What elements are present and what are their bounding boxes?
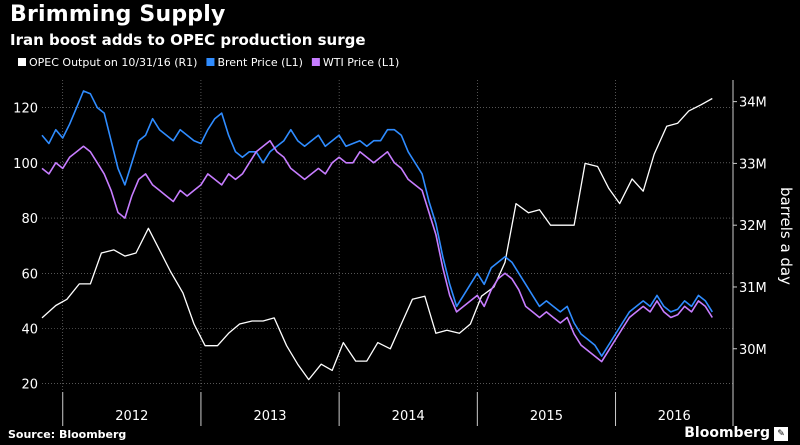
axes: 20 40 60 80 100 120 2012 2013 2014 2015 2016 30M 31M… (13, 80, 795, 426)
y-left-tick-label: 40 (21, 322, 38, 337)
y-left-tick-label: 100 (13, 157, 38, 172)
brand-icon: ✎ (774, 427, 788, 441)
series-line-wti (41, 139, 713, 363)
legend-label: Brent Price (L1) (217, 56, 302, 69)
x-year-label: 2015 (530, 409, 563, 424)
source-note: Source: Bloomberg (8, 428, 127, 441)
y-left-tick-label: 120 (13, 102, 38, 117)
y-right-tick-label: 32M (739, 219, 767, 234)
x-year-label: 2014 (392, 409, 425, 424)
y-right-tick-label: 34M (739, 96, 767, 111)
legend-swatch (311, 58, 320, 66)
legend-swatch (206, 58, 215, 66)
legend-swatch (18, 58, 26, 66)
chart-title: Brimming Supply (10, 2, 226, 27)
y-right-tick-label: 33M (739, 157, 767, 172)
y-right-axis-title: barrels a day (777, 187, 795, 285)
series-group (41, 90, 713, 381)
series-line-opec (41, 97, 713, 381)
legend: OPEC Output on 10/31/16 (R1) Brent Price … (18, 56, 399, 69)
brand-logo: Bloomberg (684, 425, 770, 441)
y-left-tick-label: 80 (21, 212, 38, 227)
legend-label: WTI Price (L1) (323, 56, 399, 69)
y-right-tick-label: 30M (739, 343, 767, 358)
chart-subtitle: Iran boost adds to OPEC production surge (10, 31, 366, 49)
series-line-brent (41, 90, 713, 357)
x-year-label: 2012 (115, 409, 148, 424)
x-year-label: 2016 (658, 409, 691, 424)
y-left-tick-label: 60 (21, 267, 38, 282)
y-left-tick-label: 20 (21, 378, 38, 393)
grid-lines (42, 80, 733, 392)
y-right-tick-label: 31M (739, 281, 767, 296)
x-year-label: 2013 (253, 409, 286, 424)
legend-label: OPEC Output on 10/31/16 (R1) (29, 56, 197, 69)
